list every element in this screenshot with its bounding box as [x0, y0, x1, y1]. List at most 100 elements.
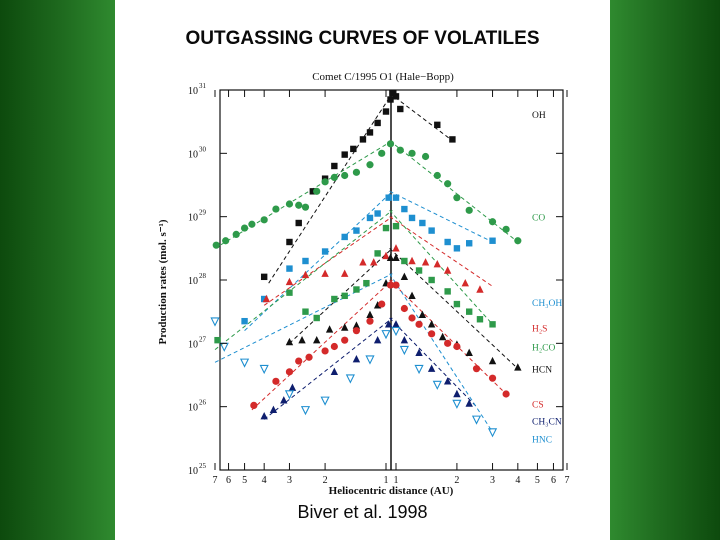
data-point — [418, 310, 427, 319]
legend-label: CH₃OH — [532, 299, 562, 309]
data-point — [301, 270, 310, 279]
data-point — [359, 258, 367, 266]
data-point — [285, 368, 294, 376]
data-point — [305, 353, 313, 361]
data-point — [284, 390, 295, 400]
y-tick-label: 10 — [188, 339, 198, 350]
data-point — [353, 227, 360, 234]
data-point — [359, 136, 367, 143]
x-tick-label: 2 — [454, 475, 459, 486]
y-tick-label: 10 — [188, 403, 198, 414]
y-tick-exponent: 25 — [199, 462, 207, 470]
data-point — [391, 326, 401, 337]
data-point — [302, 308, 309, 315]
data-point — [452, 399, 462, 409]
data-point — [331, 162, 338, 170]
legend-label: H₂S — [532, 325, 547, 335]
x-tick-label: 5 — [242, 475, 247, 486]
data-point — [471, 415, 482, 425]
data-point — [285, 277, 294, 286]
data-point — [444, 288, 451, 295]
data-point — [295, 219, 302, 227]
data-point — [330, 367, 339, 376]
data-point — [321, 269, 329, 277]
data-point — [365, 355, 375, 365]
data-point — [502, 390, 510, 398]
data-point — [453, 245, 461, 252]
data-point — [488, 374, 497, 382]
data-point — [465, 240, 473, 247]
data-point — [414, 364, 424, 375]
fit-line — [389, 209, 493, 325]
data-point — [285, 200, 294, 208]
x-tick-label: 1 — [394, 475, 399, 486]
data-point — [392, 320, 400, 328]
y-tick-exponent: 31 — [199, 82, 207, 90]
x-axis-label: Heliocentric distance (AU) — [329, 485, 454, 497]
data-point — [396, 146, 404, 154]
data-point — [465, 399, 473, 407]
data-point — [302, 257, 309, 265]
data-point — [260, 295, 268, 303]
data-point — [295, 357, 303, 365]
data-point — [366, 310, 374, 319]
fit-line — [389, 140, 519, 243]
x-tick-label: 4 — [515, 475, 520, 486]
x-tick-label: 5 — [535, 475, 540, 486]
fit-line — [214, 273, 393, 363]
data-point — [419, 219, 426, 227]
data-point — [384, 320, 393, 328]
data-point — [286, 289, 293, 296]
data-point — [443, 377, 452, 385]
fit-line — [389, 92, 453, 142]
data-point — [392, 194, 400, 201]
data-point — [401, 257, 408, 265]
data-point — [321, 178, 329, 186]
data-point — [331, 295, 338, 303]
data-point — [272, 205, 280, 213]
chart-title: Comet C/1995 O1 (Hale−Bopp) — [312, 71, 454, 83]
data-point — [250, 401, 258, 409]
fit-line — [268, 92, 393, 284]
data-point — [408, 256, 416, 265]
data-point — [408, 214, 416, 222]
data-point — [399, 345, 409, 356]
y-tick-label: 10 — [188, 86, 198, 97]
data-point — [427, 364, 436, 372]
data-point — [260, 411, 268, 420]
x-tick-label: 6 — [226, 475, 231, 486]
data-point — [465, 206, 473, 214]
data-point — [392, 281, 400, 289]
legend-label: H₂CO — [532, 344, 556, 354]
y-tick-label: 10 — [188, 276, 198, 287]
legend-label: HNC — [532, 435, 552, 445]
y-tick-exponent: 28 — [199, 272, 207, 280]
data-point — [400, 335, 409, 344]
data-point — [295, 201, 303, 209]
data-point — [415, 267, 423, 274]
data-point — [449, 136, 456, 143]
fit-line — [251, 279, 393, 411]
data-point — [408, 149, 416, 157]
x-tick-label: 3 — [490, 475, 495, 486]
data-point — [330, 173, 338, 181]
data-point — [210, 317, 220, 327]
data-point — [389, 89, 396, 97]
fit-line — [389, 247, 519, 370]
data-point — [321, 347, 329, 355]
data-point — [219, 342, 229, 352]
data-point — [444, 238, 451, 246]
legend-label: CS — [532, 401, 544, 411]
data-point — [386, 140, 395, 148]
data-point — [461, 278, 469, 287]
data-point — [286, 265, 293, 272]
data-point — [378, 300, 386, 308]
fit-line — [263, 317, 393, 420]
data-point — [374, 119, 381, 127]
data-point — [476, 316, 484, 323]
data-point — [366, 129, 374, 136]
data-point — [400, 272, 409, 281]
data-point — [400, 304, 408, 313]
right-green-border — [610, 0, 720, 540]
data-point — [421, 258, 430, 266]
